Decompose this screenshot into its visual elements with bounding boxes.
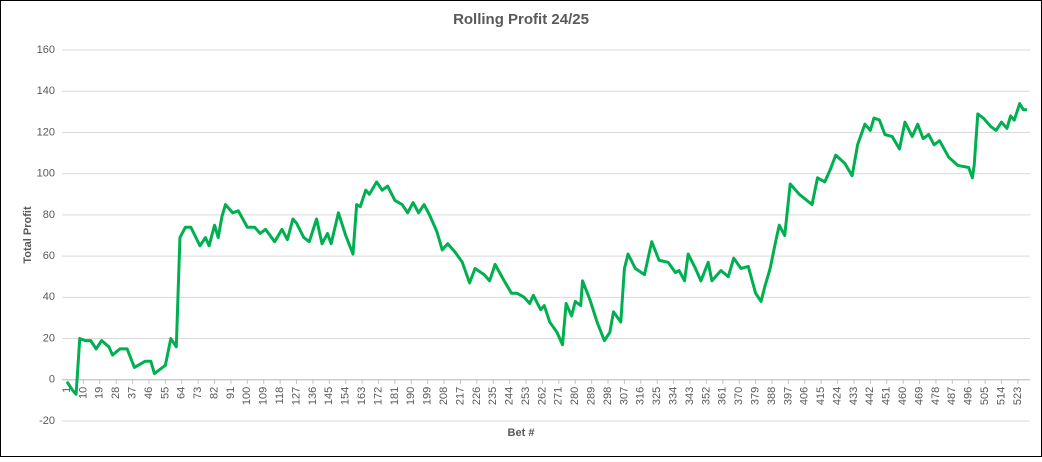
x-tick-label: 298: [602, 387, 614, 405]
y-tick-label: 100: [37, 168, 55, 180]
x-axis-label: Bet #: [508, 427, 535, 439]
x-tick-label: 37: [126, 387, 138, 399]
x-tick-label: 406: [799, 387, 811, 405]
y-tick-label: 120: [37, 126, 55, 138]
x-tick-label: 181: [389, 387, 401, 405]
x-tick-label: 28: [110, 387, 122, 399]
x-tick-label: 487: [946, 387, 958, 405]
y-tick-label: 140: [37, 85, 55, 97]
x-tick-label: 523: [1012, 387, 1024, 405]
x-tick-label: 172: [372, 387, 384, 405]
y-tick-label: 0: [49, 374, 55, 386]
x-tick-label: 433: [848, 387, 860, 405]
x-tick-label: 82: [208, 387, 220, 399]
x-tick-label: 190: [405, 387, 417, 405]
x-tick-label: 352: [700, 387, 712, 405]
x-tick-label: 244: [504, 387, 516, 405]
x-tick-label: 379: [749, 387, 761, 405]
x-tick-label: 154: [340, 387, 352, 405]
x-tick-label: 514: [995, 387, 1007, 405]
x-tick-label: 460: [897, 387, 909, 405]
x-tick-label: 478: [930, 387, 942, 405]
x-tick-label: 235: [487, 387, 499, 405]
y-tick-label: 20: [43, 332, 55, 344]
y-tick-label: -20: [39, 415, 55, 427]
x-tick-label: 19: [94, 387, 106, 399]
x-tick-label: 496: [963, 387, 975, 405]
x-tick-label: 226: [471, 387, 483, 405]
y-tick-label: 80: [43, 209, 55, 221]
y-tick-label: 60: [43, 250, 55, 262]
x-tick-label: 307: [618, 387, 630, 405]
y-tick-label: 160: [37, 44, 55, 56]
x-tick-label: 289: [586, 387, 598, 405]
x-tick-label: 163: [356, 387, 368, 405]
x-tick-label: 1: [61, 387, 73, 393]
x-tick-label: 370: [733, 387, 745, 405]
y-tick-label: 40: [43, 291, 55, 303]
x-tick-label: 424: [831, 387, 843, 405]
x-tick-label: 262: [536, 387, 548, 405]
y-axis-label: Total Profit: [22, 206, 34, 264]
x-tick-label: 397: [782, 387, 794, 405]
x-tick-label: 343: [684, 387, 696, 405]
chart-title: Rolling Profit 24/25: [453, 11, 589, 28]
x-tick-label: 145: [323, 387, 335, 405]
x-tick-label: 217: [454, 387, 466, 405]
x-tick-label: 46: [143, 387, 155, 399]
x-tick-label: 118: [274, 387, 286, 405]
x-tick-label: 442: [864, 387, 876, 405]
x-tick-label: 109: [258, 387, 270, 405]
x-tick-label: 55: [159, 387, 171, 399]
x-tick-label: 208: [438, 387, 450, 405]
x-tick-label: 280: [569, 387, 581, 405]
x-tick-label: 91: [225, 387, 237, 399]
x-tick-label: 271: [553, 387, 565, 405]
x-tick-label: 469: [913, 387, 925, 405]
x-tick-label: 361: [717, 387, 729, 405]
x-tick-label: 415: [815, 387, 827, 405]
x-tick-label: 10: [77, 387, 89, 399]
x-tick-label: 136: [307, 387, 319, 405]
x-tick-label: 64: [176, 387, 188, 399]
x-tick-label: 388: [766, 387, 778, 405]
x-tick-label: 316: [635, 387, 647, 405]
x-tick-label: 127: [290, 387, 302, 405]
x-tick-label: 325: [651, 387, 663, 405]
x-tick-label: 334: [668, 387, 680, 405]
x-tick-label: 100: [241, 387, 253, 405]
x-tick-label: 253: [520, 387, 532, 405]
x-tick-label: 199: [422, 387, 434, 405]
x-tick-label: 451: [881, 387, 893, 405]
line: [65, 102, 1027, 396]
x-tick-label: 505: [979, 387, 991, 405]
x-tick-label: 73: [192, 387, 204, 399]
